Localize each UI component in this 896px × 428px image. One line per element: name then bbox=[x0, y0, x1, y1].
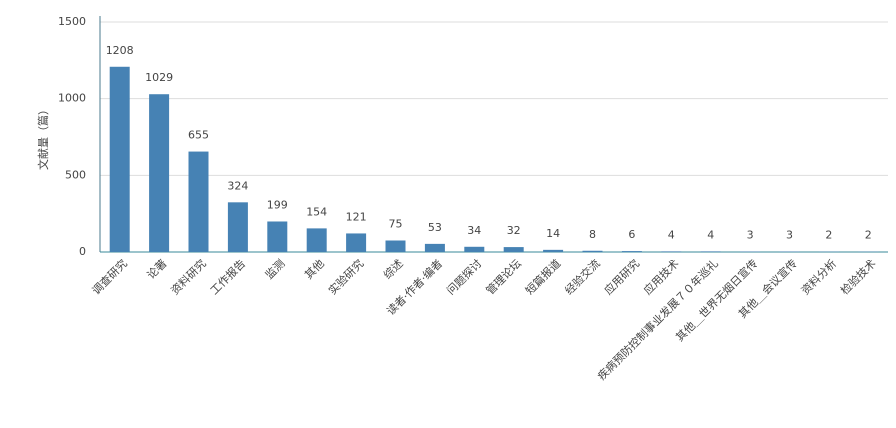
x-tick-label: 问题探讨 bbox=[444, 257, 484, 297]
bar bbox=[227, 202, 248, 252]
value-label: 1208 bbox=[106, 44, 134, 57]
bar bbox=[582, 250, 603, 252]
y-tick-label: 1500 bbox=[58, 15, 86, 28]
x-tick-label: 监测 bbox=[263, 257, 288, 282]
x-tick-label: 综述 bbox=[380, 256, 405, 281]
bar bbox=[346, 233, 367, 252]
value-label: 2 bbox=[825, 229, 832, 242]
value-label: 1029 bbox=[145, 71, 173, 84]
value-label: 6 bbox=[628, 228, 635, 241]
bar bbox=[149, 94, 170, 252]
x-tick-label: 调查研究 bbox=[89, 256, 130, 297]
y-tick-label: 0 bbox=[79, 245, 86, 258]
x-tick-label: 资料分析 bbox=[798, 256, 839, 297]
bar bbox=[661, 251, 682, 252]
value-label: 34 bbox=[467, 224, 481, 237]
x-tick-label: 管理论坛 bbox=[483, 256, 524, 297]
value-label: 14 bbox=[546, 227, 560, 240]
x-tick-label: 实验研究 bbox=[325, 256, 366, 297]
x-tick-label: 应用技术 bbox=[641, 256, 682, 297]
value-label: 121 bbox=[346, 210, 367, 223]
value-label: 324 bbox=[227, 179, 248, 192]
x-tick-label: 资料研究 bbox=[168, 256, 209, 297]
value-label: 4 bbox=[668, 228, 675, 241]
y-axis-label: 文献量（篇） bbox=[36, 104, 50, 170]
x-tick-label: 短篇报道 bbox=[522, 256, 563, 297]
value-label: 154 bbox=[306, 205, 327, 218]
bar bbox=[267, 221, 288, 252]
x-tick-label: 其他 bbox=[302, 257, 327, 282]
value-label: 32 bbox=[507, 224, 521, 237]
bar bbox=[700, 251, 721, 252]
value-label: 75 bbox=[389, 218, 403, 231]
value-label: 2 bbox=[865, 229, 872, 242]
value-label: 3 bbox=[786, 229, 793, 242]
x-tick-label: 经验交流 bbox=[562, 256, 603, 297]
value-label: 53 bbox=[428, 221, 442, 234]
value-label: 4 bbox=[707, 228, 714, 241]
x-tick-label: 检验技术 bbox=[838, 256, 879, 297]
value-label: 655 bbox=[188, 129, 209, 142]
bar bbox=[543, 249, 564, 252]
bar bbox=[188, 151, 209, 252]
x-tick-label: 论著 bbox=[144, 256, 169, 281]
value-label: 8 bbox=[589, 228, 596, 241]
bar bbox=[503, 247, 524, 252]
value-label: 3 bbox=[747, 229, 754, 242]
y-tick-label: 500 bbox=[65, 168, 86, 181]
value-label: 199 bbox=[267, 198, 288, 211]
bar bbox=[385, 240, 406, 252]
bar bbox=[424, 243, 445, 252]
y-tick-label: 1000 bbox=[58, 92, 86, 105]
bar bbox=[109, 66, 130, 252]
bar bbox=[464, 246, 485, 252]
x-tick-label: 应用研究 bbox=[601, 256, 642, 297]
bar bbox=[306, 228, 327, 252]
x-tick-label: 工作报告 bbox=[207, 256, 248, 297]
bar bbox=[621, 251, 642, 252]
